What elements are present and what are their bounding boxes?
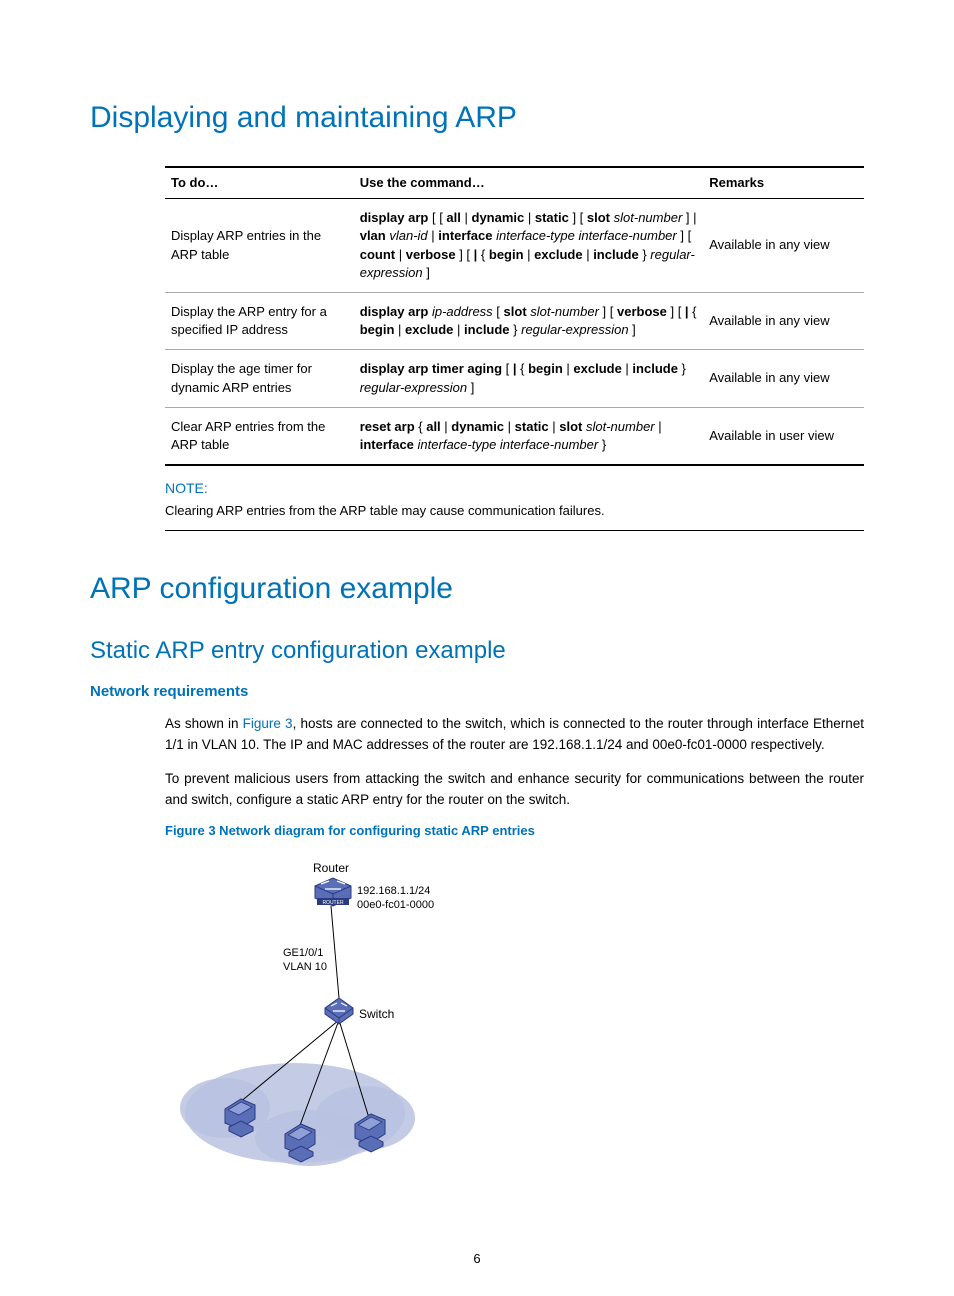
heading-static-arp: Static ARP entry configuration example	[90, 637, 864, 665]
cell-remark: Available in any view	[703, 350, 864, 407]
table-row: Display ARP entries in the ARP tabledisp…	[165, 199, 864, 293]
page-number: 6	[0, 1251, 954, 1266]
col-header-command: Use the command…	[354, 167, 704, 199]
table-row: Display the age timer for dynamic ARP en…	[165, 350, 864, 407]
note-text: Clearing ARP entries from the ARP table …	[165, 502, 864, 520]
heading-arp-config: ARP configuration example	[90, 571, 864, 607]
network-diagram: ROUTER Router 192.168.1.1/24 00e0-fc01-0000…	[165, 848, 495, 1168]
figure-wrap: ROUTER Router 192.168.1.1/24 00e0-fc01-0000…	[165, 848, 864, 1173]
cell-command: display arp ip-address [ slot slot-numbe…	[354, 292, 704, 349]
figure-3-link[interactable]: Figure 3	[243, 716, 293, 731]
cell-command: display arp [ [ all | dynamic | static ]…	[354, 199, 704, 293]
cell-remark: Available in any view	[703, 199, 864, 293]
cell-todo: Display ARP entries in the ARP table	[165, 199, 354, 293]
note-label: NOTE:	[165, 480, 864, 496]
cell-remark: Available in any view	[703, 292, 864, 349]
svg-text:Switch: Switch	[359, 1007, 394, 1021]
figure-caption: Figure 3 Network diagram for configuring…	[165, 823, 864, 838]
paragraph-1: As shown in Figure 3, hosts are connecte…	[165, 714, 864, 756]
cell-command: reset arp { all | dynamic | static | slo…	[354, 407, 704, 465]
svg-text:ROUTER: ROUTER	[322, 900, 344, 906]
command-table-wrap: To do… Use the command… Remarks Display …	[165, 166, 864, 466]
heading-displaying: Displaying and maintaining ARP	[90, 100, 864, 136]
para1-pre: As shown in	[165, 716, 243, 731]
cell-command: display arp timer aging [ | { begin | ex…	[354, 350, 704, 407]
svg-text:Router: Router	[313, 861, 349, 875]
note-block: NOTE: Clearing ARP entries from the ARP …	[165, 480, 864, 531]
cell-todo: Display the age timer for dynamic ARP en…	[165, 350, 354, 407]
svg-text:192.168.1.1/24: 192.168.1.1/24	[357, 885, 430, 897]
svg-text:VLAN 10: VLAN 10	[283, 961, 327, 973]
col-header-todo: To do…	[165, 167, 354, 199]
cell-todo: Clear ARP entries from the ARP table	[165, 407, 354, 465]
table-header-row: To do… Use the command… Remarks	[165, 167, 864, 199]
col-header-remarks: Remarks	[703, 167, 864, 199]
table-row: Clear ARP entries from the ARP tablerese…	[165, 407, 864, 465]
router-icon: ROUTER	[315, 878, 351, 906]
cell-todo: Display the ARP entry for a specified IP…	[165, 292, 354, 349]
paragraph-2: To prevent malicious users from attackin…	[165, 769, 864, 811]
svg-text:00e0-fc01-0000: 00e0-fc01-0000	[357, 899, 434, 911]
switch-icon	[325, 998, 353, 1024]
svg-text:GE1/0/1: GE1/0/1	[283, 947, 323, 959]
cell-remark: Available in user view	[703, 407, 864, 465]
heading-network-req: Network requirements	[90, 683, 864, 700]
command-table: To do… Use the command… Remarks Display …	[165, 166, 864, 466]
table-row: Display the ARP entry for a specified IP…	[165, 292, 864, 349]
